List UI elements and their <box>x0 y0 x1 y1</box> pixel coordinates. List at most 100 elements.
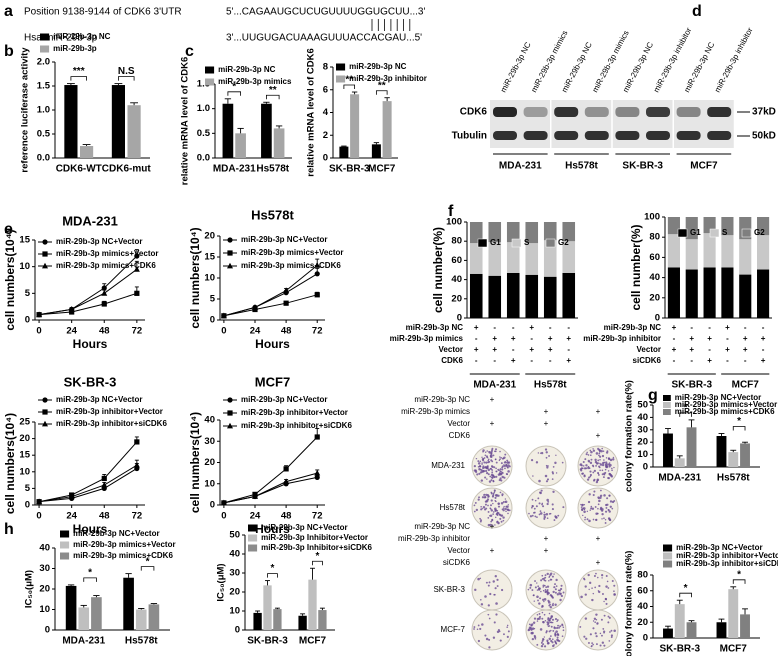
y-tick-label: 10 <box>19 466 30 477</box>
bar-segment <box>469 243 483 274</box>
colony-dot <box>583 474 586 477</box>
colony-dot <box>560 594 563 598</box>
bar <box>64 85 78 158</box>
colony-dot <box>480 603 484 606</box>
condition-sign: + <box>596 558 601 567</box>
colony-dot <box>559 592 562 595</box>
condition-sign: + <box>544 546 549 555</box>
colony-dot <box>589 461 593 465</box>
bar <box>263 585 272 630</box>
colony-dot <box>482 506 486 509</box>
bar-segment <box>543 240 557 277</box>
condition-sign: + <box>492 334 497 343</box>
sig-label: * <box>315 551 319 562</box>
condition-sign: - <box>475 334 478 343</box>
legend-label: miR-29b-3p NC+Vector <box>56 237 142 246</box>
colony-dot <box>541 574 544 577</box>
y-tick-label: 2 <box>323 130 328 141</box>
colony-dot <box>601 454 605 458</box>
colony-dot <box>600 509 604 512</box>
colony-dot <box>474 501 477 504</box>
legend-label: G2 <box>558 238 569 247</box>
colony-dot <box>536 595 539 598</box>
bar <box>350 94 360 158</box>
colony-dot <box>597 471 599 474</box>
colony-dot <box>588 476 591 479</box>
colony-dot <box>533 636 537 639</box>
colony-dot <box>532 594 535 597</box>
colony-dot <box>543 513 546 517</box>
chart-title: MDA-231 <box>62 213 118 228</box>
series-line <box>39 468 138 503</box>
colony-dot <box>598 499 601 503</box>
bar-segment <box>469 222 483 244</box>
sig-bracket <box>70 76 87 81</box>
lane-label: miR-29b-3p inhibitor <box>713 26 755 94</box>
colony-dot <box>499 477 502 480</box>
colony-dot <box>479 517 481 520</box>
colony-dot <box>480 519 483 522</box>
point <box>101 301 107 307</box>
x-tick-label: 48 <box>99 326 110 337</box>
colony-dot <box>554 618 558 621</box>
colony-dot <box>538 602 541 605</box>
colony-dot <box>487 584 490 587</box>
bar-segment <box>469 273 483 318</box>
y-tick-label: 0 <box>655 313 660 324</box>
legend-swatch <box>248 544 258 552</box>
colony-well <box>471 609 513 651</box>
legend-label: miR-29b-3p NC+Vector <box>261 523 347 532</box>
legend-label: miR-29b-3p NC+Vector <box>676 543 762 552</box>
colony-dot <box>498 459 501 462</box>
colony-dot <box>579 464 581 466</box>
colony-dot <box>492 480 495 483</box>
group-label: SK-BR-3 <box>671 380 712 391</box>
bar <box>253 612 262 630</box>
condition-sign: + <box>672 345 677 354</box>
colony-dot <box>613 584 616 587</box>
colony-dot <box>601 641 605 644</box>
colony-dot <box>544 474 548 478</box>
colony-dot <box>486 478 488 480</box>
colony-dot <box>542 637 545 641</box>
colony-dot <box>485 472 489 475</box>
colony-dot <box>595 464 597 467</box>
colony-dot <box>538 502 541 505</box>
panel-letter: a <box>4 3 13 20</box>
colony-dot <box>582 460 585 464</box>
point <box>134 253 140 259</box>
condition-sign: - <box>475 356 478 365</box>
colony-dot <box>551 575 554 578</box>
colony-dot <box>555 630 558 633</box>
colony-dot <box>547 599 550 602</box>
condition-sign: - <box>708 323 711 332</box>
colony-dot <box>507 512 509 515</box>
colony-dot <box>487 461 490 464</box>
colony-dot <box>592 465 595 468</box>
colony-dot <box>532 621 536 624</box>
x-tick-label: 72 <box>312 511 323 522</box>
colony-dot <box>492 513 495 515</box>
colony-dot <box>492 492 495 495</box>
colony-dot <box>498 479 501 482</box>
colony-dot <box>479 577 482 580</box>
colony-dot <box>491 518 494 521</box>
colony-dot <box>590 505 593 508</box>
bar <box>135 609 147 630</box>
colony-dot <box>589 475 592 478</box>
colony-dot <box>539 628 543 631</box>
colony-dot <box>499 456 501 458</box>
y-tick-label: 0 <box>235 625 240 636</box>
colony-dot <box>529 515 533 518</box>
x-tick-label: 48 <box>281 326 292 337</box>
legend-swatch <box>60 552 70 560</box>
colony-dot <box>610 629 613 632</box>
colony-dot <box>484 466 487 469</box>
colony-dot <box>499 450 501 453</box>
colony-dot <box>554 633 557 636</box>
colony-dot <box>612 458 615 461</box>
colony-dot <box>553 644 555 646</box>
y-axis-label: cell numbers(10⁴) <box>3 413 17 514</box>
colony-dot <box>503 456 506 459</box>
colony-dot <box>599 455 602 458</box>
